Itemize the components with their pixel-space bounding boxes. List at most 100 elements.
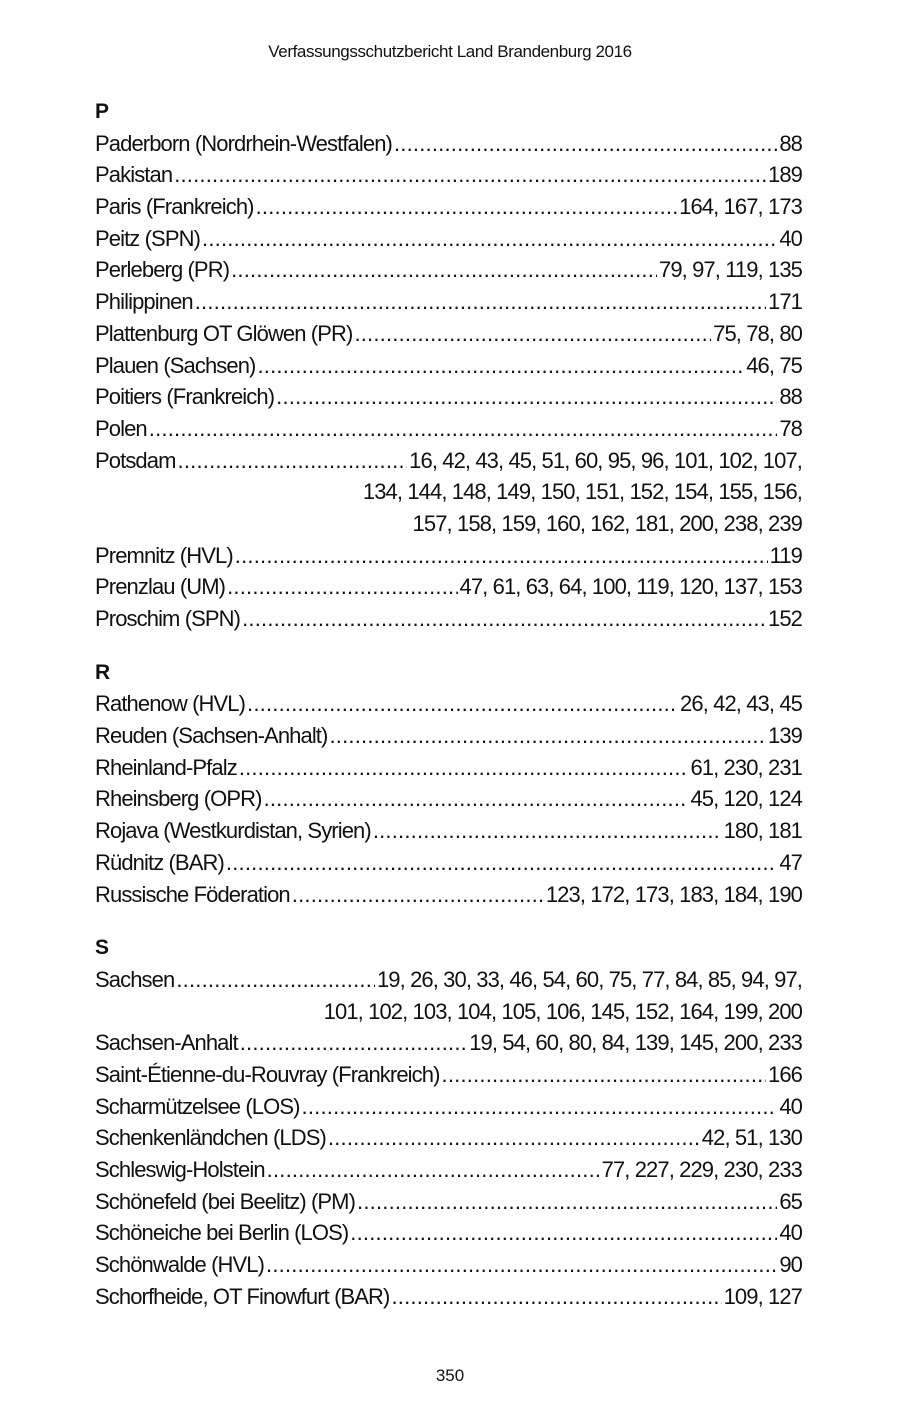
entry-pages: 180, 181 [723,818,803,844]
entry-line: Rüdnitz (BAR) 47 [95,847,803,879]
dot-leader [176,964,375,996]
entry-line: Rojava (Westkurdistan, Syrien) 180, 181 [95,815,803,847]
index-entry: Schöneiche bei Berlin (LOS) 40 [95,1217,803,1249]
dot-leader [354,318,711,350]
entry-name: Schönefeld (bei Beelitz) (PM) [95,1188,356,1214]
dot-leader [256,191,678,223]
entry-pages: 119 [769,542,803,568]
dot-leader [247,688,678,720]
entry-pages: 171 [767,289,803,315]
entry-name: Peitz (SPN) [95,225,201,251]
entry-line: Philippinen 171 [95,286,803,318]
entry-name: Saint-Étienne-du-Rouvray (Frankreich) [95,1061,440,1087]
page-number: 350 [435,1366,465,1385]
section-letter: P [95,100,110,123]
index-entry: Sachsen 19, 26, 30, 33, 46, 54, 60, 75, 7… [95,964,803,1028]
entry-line: Rheinland-Pfalz 61, 230, 231 [95,752,803,784]
dot-leader [357,1186,777,1218]
dot-leader [442,1059,766,1091]
index-entry: Potsdam 16, 42, 43, 45, 51, 60, 95, 96, 1… [95,445,803,540]
entry-continuation-line: 134, 144, 148, 149, 150, 151, 152, 154, … [95,476,803,508]
index-entry: Scharmützelsee (LOS) 40 [95,1091,803,1123]
entry-pages: 123, 172, 173, 183, 184, 190 [545,881,803,907]
entry-pages: 40 [779,225,803,251]
entry-line: Prenzlau (UM) 47, 61, 63, 64, 100, 119, 1… [95,571,803,603]
entry-name: Polen [95,415,148,441]
entry-line: Schorfheide, OT Finowfurt (BAR) 109, 127 [95,1281,803,1313]
entry-pages: 164, 167, 173 [679,194,803,220]
dot-leader [242,603,766,635]
entry-line: Plauen (Sachsen) 46, 75 [95,350,803,382]
entry-line: Polen 78 [95,413,803,445]
entry-name: Rheinland-Pfalz [95,754,238,780]
entry-pages: 19, 54, 60, 80, 84, 139, 145, 200, 233 [469,1030,803,1056]
index-entry: Peitz (SPN) 40 [95,223,803,255]
dot-leader [240,1027,467,1059]
entry-line: Schönefeld (bei Beelitz) (PM) 65 [95,1186,803,1218]
entry-pages: 139 [767,723,803,749]
dot-leader [391,1281,721,1313]
index-entry: Plauen (Sachsen) 46, 75 [95,350,803,382]
entry-name: Paris (Frankreich) [95,194,255,220]
entry-name: Schöneiche bei Berlin (LOS) [95,1220,349,1246]
entry-line: Schenkenländchen (LDS) 42, 51, 130 [95,1122,803,1154]
entry-name: Paderborn (Nordrhein-Westfalen) [95,130,393,156]
entry-line: Sachsen-Anhalt 19, 54, 60, 80, 84, 139, 1… [95,1027,803,1059]
dot-leader [227,571,457,603]
running-header: Verfassungsschutzbericht Land Brandenbur… [268,42,632,61]
index-entry: Pakistan 189 [95,159,803,191]
entry-line: Proschim (SPN) 152 [95,603,803,635]
entry-line: Rathenow (HVL) 26, 42, 43, 45 [95,688,803,720]
entry-pages: 78 [779,415,803,441]
entry-name: Poitiers (Frankreich) [95,384,275,410]
entry-name: Sachsen [95,966,175,992]
entry-continuation-line: 157, 158, 159, 160, 162, 181, 200, 238, … [95,508,803,540]
dot-leader [394,128,777,160]
entry-name: Schorfheide, OT Finowfurt (BAR) [95,1283,390,1309]
section-letter: R [95,660,111,684]
entry-pages: 65 [779,1188,803,1214]
index-entry: Reuden (Sachsen-Anhalt) 139 [95,720,803,752]
dot-leader [350,1217,777,1249]
entry-name: Potsdam [95,447,176,473]
entry-pages: 189 [767,162,803,188]
entry-name: Rheinsberg (OPR) [95,786,262,812]
dot-leader [264,783,689,815]
entry-pages: 90 [779,1252,803,1278]
entry-pages: 101, 102, 103, 104, 105, 106, 145, 152, … [323,998,803,1024]
dot-leader [257,350,744,382]
dot-leader [302,1091,778,1123]
entry-pages: 152 [767,606,803,631]
entry-line: Paderborn (Nordrhein-Westfalen) 88 [95,128,803,160]
dot-leader [328,1122,700,1154]
dot-leader [202,223,777,255]
entry-name: Schenkenländchen (LDS) [95,1125,327,1151]
index-entry: Perleberg (PR) 79, 97, 119, 135 [95,254,803,286]
entry-pages: 40 [779,1093,803,1119]
index-entry: Rüdnitz (BAR) 47 [95,847,803,879]
entry-name: Rüdnitz (BAR) [95,849,225,875]
dot-leader [329,720,766,752]
entry-line: Sachsen 19, 26, 30, 33, 46, 54, 60, 75, 7… [95,964,803,996]
entry-name: Pakistan [95,162,173,188]
index-section-s: S Sachsen 19, 26, 30, 33, 46, 54, 60, 75, … [95,932,803,1313]
index-entry: Prenzlau (UM) 47, 61, 63, 64, 100, 119, 1… [95,571,803,603]
entry-pages: 88 [779,130,803,156]
entry-pages: 40 [779,1220,803,1246]
dot-leader [292,879,544,911]
index-section-r: R Rathenow (HVL) 26, 42, 43, 45 Reuden (Sac… [95,657,803,911]
entry-pages: 157, 158, 159, 160, 162, 181, 200, 238, … [412,510,803,536]
entry-name: Schleswig-Holstein [95,1157,266,1182]
index-entry: Rathenow (HVL) 26, 42, 43, 45 [95,688,803,720]
entry-name: Philippinen [95,289,194,315]
entry-line: Poitiers (Frankreich) 88 [95,381,803,413]
section-letter: S [95,936,110,960]
entry-line: Peitz (SPN) 40 [95,223,803,255]
entry-continuation-line: 101, 102, 103, 104, 105, 106, 145, 152, … [95,996,803,1028]
dot-leader [267,1154,600,1186]
entry-pages: 109, 127 [723,1283,803,1309]
dot-leader [149,413,778,445]
entry-name: Plauen (Sachsen) [95,352,256,378]
entry-pages: 42, 51, 130 [701,1125,803,1151]
entry-pages: 46, 75 [746,352,803,378]
